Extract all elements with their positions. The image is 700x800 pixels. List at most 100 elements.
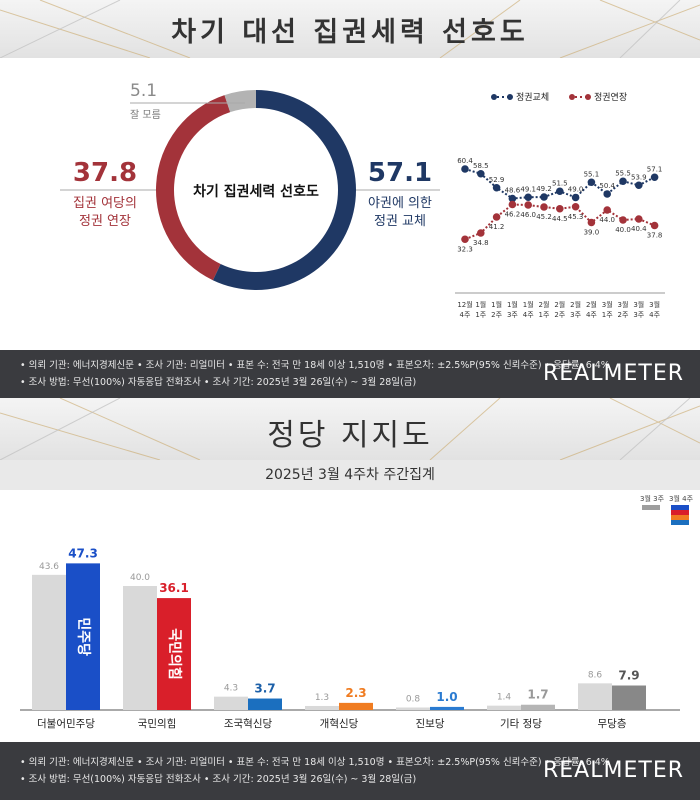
extend-label-line2: 정권 연장 [79,214,131,229]
data-point [540,203,548,211]
data-point [524,193,532,202]
x-tick-label: 1월 [523,300,534,309]
x-tick-label: 12월 [457,300,472,309]
data-label: 53.9 [631,173,647,181]
category-label: 진보당 [416,718,445,730]
realmeter-logo: REALMETER [543,361,684,386]
category-label: 개혁신당 [320,718,359,730]
x-tick-label: 4주 [649,311,660,319]
category-label: 더불어민주당 [37,718,95,730]
donut-slice-change [212,90,356,290]
data-point [461,165,469,173]
unknown-value: 5.1 [130,81,158,101]
footer-line1: • 의뢰 기관: 에너지경제신문 • 조사 기관: 리얼미터 • 표본 수: 전… [20,360,610,371]
data-label: 49.2 [536,185,552,193]
data-label: 52.9 [489,176,505,184]
bar-prev-label: 1.4 [497,693,512,703]
data-point [524,201,532,209]
data-label: 44.0 [599,216,615,224]
panel1-footer: • 의뢰 기관: 에너지경제신문 • 조사 기관: 리얼미터 • 표본 수: 전… [0,350,700,398]
donut-slice-unknown [224,90,256,113]
data-label: 40.4 [631,225,647,233]
data-label: 34.8 [473,239,489,247]
line-legend: 정권교체 정권연장 [490,90,690,104]
x-tick-label: 3주 [570,311,581,319]
x-tick-label: 1주 [602,311,613,319]
bar-curr [430,706,464,710]
x-tick-label: 4주 [460,311,471,319]
data-label: 50.4 [599,182,615,190]
data-label: 57.1 [647,165,663,173]
x-tick-label: 2주 [618,311,629,319]
data-point [603,206,611,214]
extend-value: 37.8 [72,158,138,188]
bar-prev [214,696,248,710]
data-point [461,235,469,244]
bar-curr-label: 36.1 [159,581,189,595]
legend-extend-marker-icon [569,94,591,100]
subtitle-band: 2025년 3월 4주차 주간집계 [0,460,700,490]
data-point [492,213,501,221]
x-tick-label: 2월 [586,300,597,309]
donut-chart [60,90,440,290]
legend-change-label: 정권교체 [516,93,550,103]
page-title: 차기 대선 집권세력 선호도 [171,17,529,48]
x-tick-label: 4주 [523,311,534,319]
category-label: 조국혁신당 [224,718,273,730]
bar-prev [578,683,612,710]
data-label: 37.8 [647,232,663,240]
panel2-title-band: 정당 지지도 [0,398,700,460]
bar-prev-label: 4.3 [224,684,238,694]
data-point [619,216,627,224]
data-point [508,194,517,203]
x-tick-label: 2월 [554,300,565,309]
legend-curr-label: 3월 4주 [669,495,694,503]
donut-center-label: 차기 집권세력 선호도 [193,184,319,200]
change-label-line2: 정권 교체 [374,214,426,229]
bar-prev [32,574,66,710]
data-label: 46.2 [505,211,521,219]
bar-prev-label: 43.6 [39,562,59,572]
data-point [508,200,517,209]
bar-prev [123,586,157,710]
data-point [619,177,627,186]
panel1-title-band: 차기 대선 집권세력 선호도 [0,0,700,58]
legend-prev-label: 3월 3주 [640,495,665,503]
party-logo-text: 국민의힘 [166,628,183,680]
data-point [571,193,580,202]
x-tick-label: 2월 [539,300,550,309]
data-point [650,221,659,230]
bar-curr [339,702,373,710]
data-label: 44.5 [552,215,568,223]
bar-curr [157,598,191,710]
extend-label-line1: 집권 여당의 [73,196,137,211]
data-point [556,187,564,196]
x-tick-label: 1월 [475,300,486,309]
data-point [587,218,596,227]
legend-extend-label: 정권연장 [594,93,628,103]
data-point [635,181,643,190]
party-logo-text: 민주당 [75,617,92,656]
data-label: 32.3 [457,245,473,253]
x-tick-label: 1주 [475,311,486,319]
chart-subtitle: 2025년 3월 4주차 주간집계 [265,467,435,483]
data-label: 40.0 [615,226,631,234]
legend-change-marker-icon [491,94,513,100]
x-tick-label: 1주 [539,311,550,319]
category-label: 기타 정당 [500,718,542,730]
bar-curr [248,698,282,710]
data-point [556,204,564,213]
data-label: 39.0 [584,229,600,237]
x-tick-label: 2주 [491,311,502,319]
data-label: 58.5 [473,162,489,170]
unknown-label: 잘 모름 [130,110,161,121]
data-label: 60.4 [457,157,473,165]
data-label: 49.1 [520,185,536,193]
x-tick-label: 1월 [491,300,502,309]
data-point [477,229,485,237]
data-point [650,173,659,182]
trend-line-chart: 60.458.552.948.6 49.1 49.251.549.055.1 50.4… [455,157,665,319]
page-title: 정당 지지도 [267,418,433,453]
data-point [635,215,643,223]
